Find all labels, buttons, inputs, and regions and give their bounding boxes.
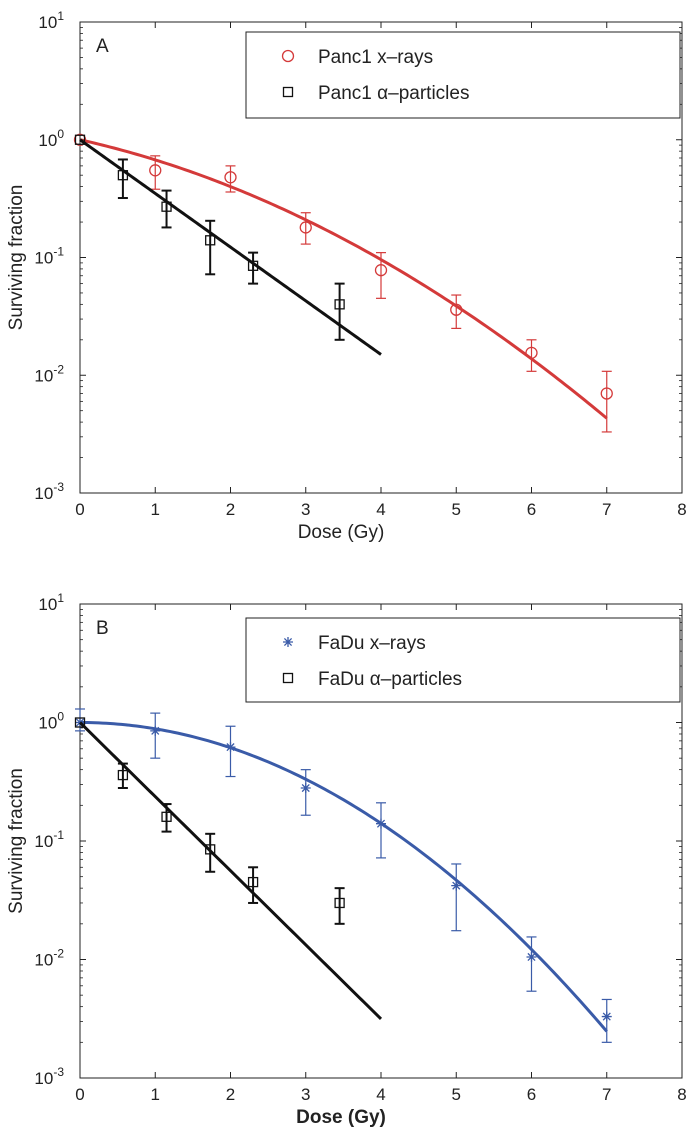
x-tick-label: 6 — [527, 500, 536, 519]
x-tick-label: 1 — [151, 500, 160, 519]
data-point — [74, 134, 86, 145]
panel-label: B — [96, 618, 109, 639]
x-tick-label: 0 — [75, 500, 84, 519]
x-tick-label: 8 — [677, 500, 686, 519]
y-axis-label: Surviving fraction — [6, 185, 27, 331]
legend-label: FaDu x–rays — [318, 633, 426, 654]
data-point — [300, 783, 311, 794]
y-tick-label: 10-3 — [34, 480, 64, 503]
data-point — [299, 221, 312, 234]
data-point — [526, 951, 537, 962]
data-point — [451, 880, 462, 891]
chart-panel-b: 0 1 2 3 4 5 6 7 8 101 100 10-1 10-2 10-3 Dose (Gy) Surv… — [6, 591, 687, 1128]
fit-curve — [79, 138, 608, 420]
legend-marker — [281, 49, 295, 63]
data-point — [117, 170, 129, 181]
y-tick-label: 101 — [38, 591, 64, 614]
data-point — [247, 876, 259, 888]
x-tick-label: 4 — [376, 1085, 385, 1104]
data-point — [450, 303, 463, 316]
data-point — [376, 818, 386, 829]
legend-marker — [282, 672, 294, 684]
legend: Panc1 x–rays Panc1 α–particles — [245, 31, 681, 119]
data-point — [150, 725, 161, 736]
x-axis-label: Dose (Gy) — [298, 522, 385, 543]
legend-marker — [283, 637, 293, 647]
x-tick-label: 5 — [452, 500, 461, 519]
data-point — [205, 235, 216, 246]
fit-curve — [78, 721, 383, 1020]
y-tick-label: 100 — [38, 710, 64, 733]
legend-marker — [282, 86, 294, 98]
fit-curve — [79, 721, 608, 1033]
data-point — [601, 1011, 612, 1022]
y-tick-label: 10-3 — [34, 1065, 64, 1088]
series-1 — [74, 717, 383, 1020]
x-tick-label: 7 — [602, 1085, 611, 1104]
y-tick-label: 10-2 — [34, 947, 64, 970]
fit-curve — [79, 138, 382, 356]
x-tick-label: 3 — [301, 1085, 310, 1104]
series-0 — [73, 133, 613, 433]
x-axis-label: Dose (Gy) — [296, 1107, 386, 1128]
y-tick-label: 10-1 — [34, 828, 64, 851]
panel-label: A — [96, 36, 109, 57]
x-tick-label: 0 — [75, 1085, 84, 1104]
legend-label: Panc1 x–rays — [318, 47, 433, 68]
x-tick-label: 6 — [527, 1085, 536, 1104]
y-tick-label: 10-2 — [34, 362, 64, 385]
x-tick-label: 7 — [602, 500, 611, 519]
y-tick-label: 101 — [38, 9, 64, 32]
legend: FaDu x–rays FaDu α–particles — [245, 617, 681, 703]
data-point — [74, 717, 86, 728]
x-tick-label: 4 — [376, 500, 385, 519]
data-point — [73, 133, 87, 146]
data-point — [117, 769, 129, 781]
x-tick-label: 2 — [226, 500, 235, 519]
y-axis-label: Surviving fraction — [6, 768, 27, 914]
data-point — [334, 299, 345, 310]
data-point — [334, 897, 345, 909]
legend-label: Panc1 α–particles — [318, 83, 469, 104]
x-tick-label: 3 — [301, 500, 310, 519]
data-point — [149, 164, 162, 177]
y-tick-label: 100 — [38, 127, 64, 150]
x-tick-label: 8 — [677, 1085, 686, 1104]
data-point — [525, 346, 538, 359]
legend-box — [245, 31, 681, 119]
chart-panel-a: 0 1 2 3 4 5 6 7 8 101 100 10-1 10-2 10-3 Dose (Gy) Surv… — [6, 9, 687, 543]
legend-box — [245, 617, 681, 703]
data-point — [247, 260, 259, 271]
data-point — [161, 811, 172, 822]
data-point — [205, 844, 216, 855]
x-tick-label: 2 — [226, 1085, 235, 1104]
series-0 — [75, 708, 612, 1043]
data-point — [224, 171, 237, 184]
legend-label: FaDu α–particles — [318, 669, 462, 690]
y-tick-label: 10-1 — [34, 245, 64, 268]
x-tick-label: 5 — [452, 1085, 461, 1104]
data-point — [161, 201, 172, 212]
series-1 — [74, 134, 382, 356]
data-point — [600, 387, 613, 400]
data-point — [374, 264, 388, 277]
data-point — [225, 742, 236, 753]
x-tick-label: 1 — [151, 1085, 160, 1104]
